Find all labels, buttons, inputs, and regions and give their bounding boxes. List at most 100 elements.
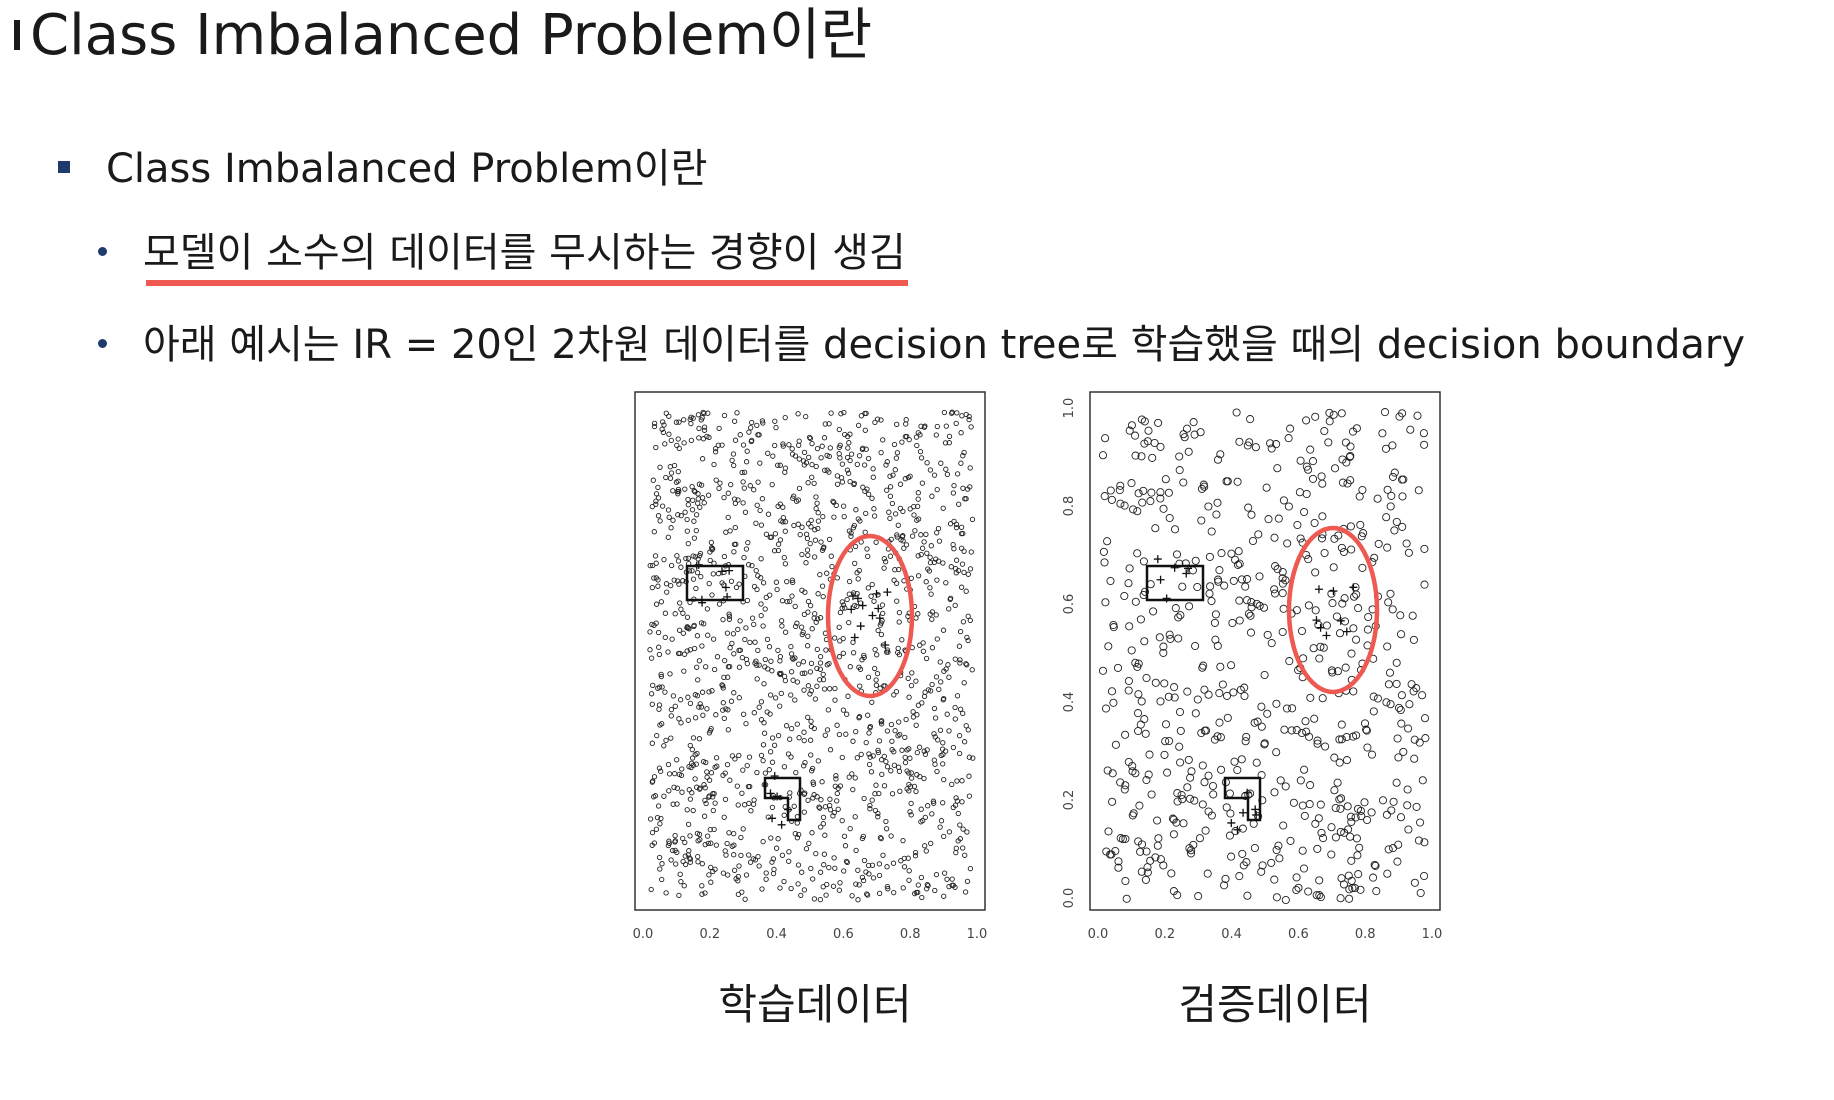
data-point [657,768,664,774]
data-point [966,754,973,760]
data-point [727,645,733,651]
data-point [946,883,952,890]
data-point [1296,456,1305,465]
data-point [1342,732,1351,742]
x-tick-label: 0.8 [900,927,921,942]
data-point [665,649,671,655]
data-point [1211,610,1220,619]
data-point [1121,781,1130,790]
data-point [857,683,863,689]
data-point [927,467,934,473]
data-point [841,868,847,874]
data-point [1175,707,1185,717]
data-point [751,487,757,493]
data-point [907,755,913,761]
data-point [1346,476,1355,485]
data-point [763,876,769,882]
data-point [769,804,776,811]
data-point [686,855,693,861]
data-point [739,889,745,895]
data-point [1237,755,1246,764]
data-point [655,803,662,809]
data-point [820,814,827,821]
data-point [673,861,679,867]
data-point [732,524,738,531]
data-point [796,735,802,741]
data-point [1190,430,1199,439]
data-point [896,719,902,725]
data-point [1352,635,1361,644]
minority-point [766,789,775,798]
data-point [1134,837,1143,846]
data-point [881,753,887,760]
data-point [668,470,675,476]
data-point [871,513,878,519]
data-point [815,518,822,524]
data-point [849,893,855,899]
data-point [914,517,920,523]
data-point [931,472,938,478]
data-point [1357,532,1366,541]
data-point [1146,497,1155,506]
data-point [923,531,929,538]
data-point [725,727,731,733]
data-point [951,518,957,525]
data-point [699,456,706,462]
data-point [765,814,771,820]
data-point [882,559,889,565]
data-point [765,666,771,672]
data-point [1238,824,1247,833]
data-point [1236,685,1245,694]
data-point [674,553,680,559]
data-point [672,839,678,845]
data-point [874,670,881,677]
data-point [1144,426,1153,435]
data-point [1300,765,1309,774]
data-point [942,748,949,754]
data-point [1166,634,1175,643]
data-point [1129,505,1138,514]
data-point [780,514,787,521]
data-point [664,589,670,595]
data-point [1207,596,1216,606]
data-point [697,550,704,557]
data-point [744,448,750,454]
data-point [1347,817,1356,826]
data-point [670,693,677,699]
data-point [789,593,795,599]
data-point [935,525,942,532]
data-point [845,693,851,699]
data-point [1396,813,1406,822]
data-point [681,440,687,446]
data-point [1156,442,1165,451]
data-point [929,493,935,499]
data-point [731,418,738,424]
data-point [1378,429,1387,438]
data-point [1252,758,1261,767]
data-point [720,685,726,691]
bullet-item-2: 아래 예시는 IR = 20인 2차원 데이터를 decision tree로 … [98,320,1745,370]
data-point [808,517,814,524]
data-point [728,698,735,704]
data-point [1398,409,1407,418]
data-point [1213,575,1223,584]
data-point [1363,815,1372,825]
data-point [733,584,740,591]
data-point [856,453,863,459]
data-point [938,679,944,685]
data-point [1128,767,1137,776]
data-point [1131,597,1140,606]
data-point [847,825,853,832]
data-point [696,425,702,432]
data-point [964,634,970,641]
data-point [681,668,687,674]
data-point [834,481,841,487]
data-point [929,645,936,651]
data-point [1109,620,1118,630]
data-point [795,521,801,527]
data-point [1193,582,1202,592]
data-point [679,766,685,772]
data-point [878,718,885,724]
data-point [706,689,712,695]
data-point [1167,869,1176,878]
